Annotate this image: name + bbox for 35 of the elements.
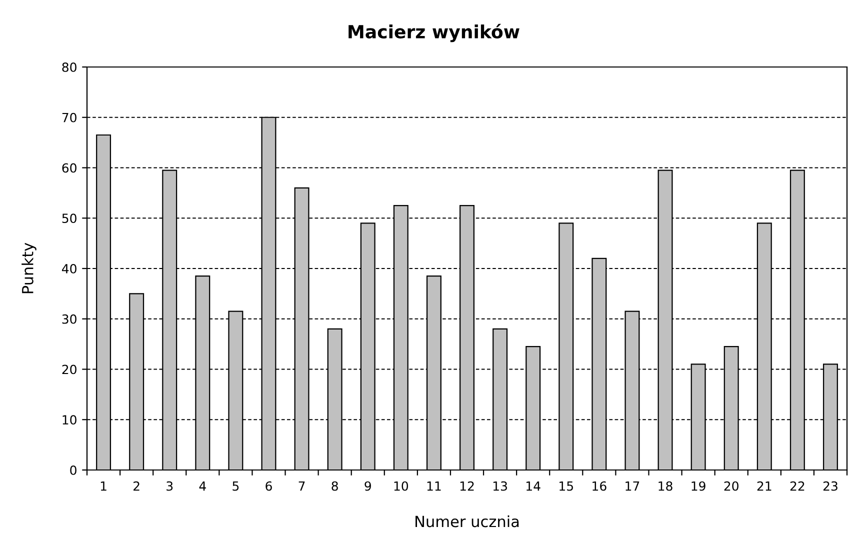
x-tick-label: 12 <box>460 481 474 491</box>
y-tick-label: 80 <box>62 62 76 72</box>
x-tick-label: 13 <box>493 481 507 491</box>
y-tick-label: 70 <box>62 112 76 122</box>
x-tick-label: 21 <box>757 481 772 491</box>
y-tick-label: 20 <box>62 364 76 374</box>
x-tick-label: 3 <box>166 481 173 491</box>
y-tick-label: 30 <box>62 314 76 324</box>
x-tick-label: 8 <box>332 481 338 491</box>
y-tick-label: 40 <box>62 264 76 274</box>
x-tick-label: 1 <box>100 481 106 491</box>
y-tick-label: 0 <box>70 465 76 475</box>
x-tick-label: 4 <box>199 481 206 491</box>
x-tick-label: 5 <box>232 481 239 491</box>
x-tick-label: 22 <box>790 481 804 491</box>
x-tick-label: 19 <box>692 481 706 491</box>
y-tick-label: 60 <box>62 163 76 173</box>
chart-title: Macierz wyników <box>348 24 520 42</box>
x-tick-label: 15 <box>560 481 573 491</box>
x-tick-label: 20 <box>724 481 738 491</box>
x-tick-label: 9 <box>364 481 371 491</box>
y-tick-label: 10 <box>62 415 76 425</box>
x-tick-label: 23 <box>823 481 838 491</box>
y-axis-title: Punkty <box>22 242 36 294</box>
x-tick-label: 10 <box>394 481 408 491</box>
x-tick-label: 17 <box>626 481 640 491</box>
x-tick-label: 16 <box>592 481 606 491</box>
x-axis-title: Numer ucznia <box>416 515 519 528</box>
x-tick-label: 11 <box>427 481 441 491</box>
x-tick-label: 2 <box>134 481 140 491</box>
x-tick-label: 14 <box>526 481 540 491</box>
x-tick-label: 6 <box>266 481 272 491</box>
x-tick-label: 7 <box>298 481 305 491</box>
y-tick-label: 50 <box>62 214 76 224</box>
x-tick-label: 18 <box>658 481 672 491</box>
